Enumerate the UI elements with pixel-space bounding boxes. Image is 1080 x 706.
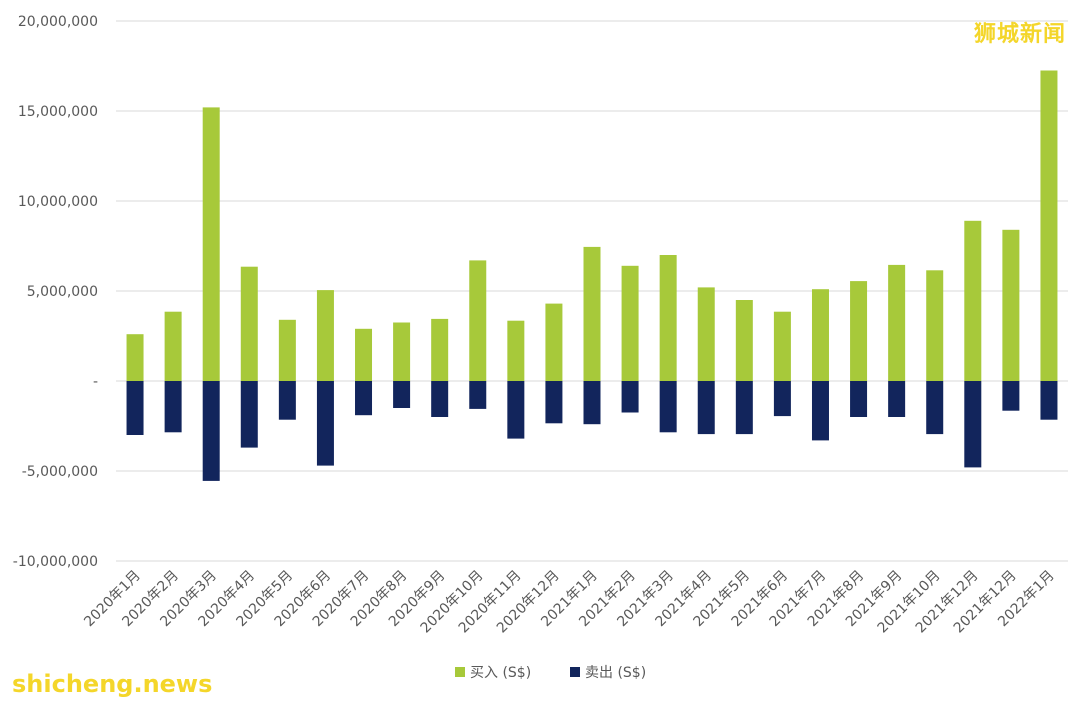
bar [1040,381,1058,420]
bar [126,381,144,435]
bar [355,381,373,416]
legend-swatch [455,667,465,677]
y-tick-label: 20,000,000 [18,14,98,30]
bar [888,264,906,381]
bar [507,381,525,439]
bar [240,381,258,448]
bar [316,290,334,381]
bar [355,328,373,381]
bar [697,287,715,381]
bar [964,220,982,381]
y-tick-label: 15,000,000 [18,104,98,120]
bar [773,381,791,417]
y-tick-label: 10,000,000 [18,194,98,210]
bar [431,381,449,417]
bar [1002,229,1020,381]
bar [545,381,563,424]
bar [926,381,944,435]
bar [240,266,258,381]
bar [773,311,791,381]
watermark-bottom: shicheng.news [12,670,213,698]
bar [431,318,449,381]
y-tick-label: 5,000,000 [27,284,98,300]
bar [621,381,639,413]
bar [278,381,296,420]
watermark-top: 狮城新闻 [973,22,1066,47]
bar [393,381,411,408]
bar [888,381,906,417]
bar [545,303,563,381]
bar [811,289,829,381]
bar [735,381,753,435]
bar [164,311,182,381]
bar [278,319,296,381]
bar [507,320,525,381]
legend-label: 买入 (S$) [470,665,531,681]
legend-swatch [570,667,580,677]
bar [1002,381,1020,411]
bar [811,381,829,441]
bar [202,381,220,481]
y-tick-label: - [93,374,98,390]
bar [469,260,487,381]
bar [469,381,487,409]
bar [697,381,715,435]
bar [735,300,753,381]
bar [393,322,411,381]
bar [621,265,639,381]
bar [850,281,868,381]
bar [964,381,982,468]
bar [850,381,868,417]
bar [164,381,182,433]
bar [583,381,601,425]
bar [1040,70,1058,381]
legend-label: 卖出 (S$) [585,665,646,681]
y-tick-label: -5,000,000 [22,464,98,480]
bar [316,381,334,466]
bar [659,381,677,433]
bar [659,255,677,381]
bar [126,334,144,381]
bar [202,107,220,382]
bar [926,270,944,381]
y-tick-label: -10,000,000 [13,554,98,570]
bar [583,246,601,381]
